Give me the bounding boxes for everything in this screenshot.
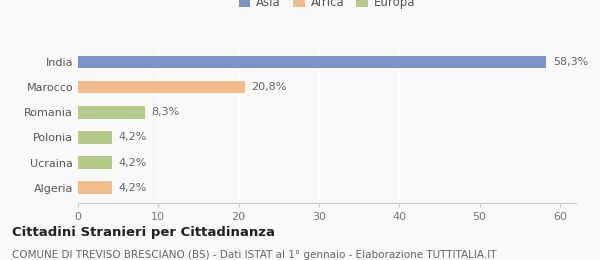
Text: 20,8%: 20,8%	[251, 82, 287, 92]
Legend: Asia, Africa, Europa: Asia, Africa, Europa	[236, 0, 418, 11]
Bar	[78, 131, 112, 144]
Text: 4,2%: 4,2%	[118, 132, 146, 142]
Text: 4,2%: 4,2%	[118, 158, 146, 167]
Text: Cittadini Stranieri per Cittadinanza: Cittadini Stranieri per Cittadinanza	[12, 226, 275, 239]
Bar	[78, 106, 145, 119]
Text: 58,3%: 58,3%	[553, 57, 588, 67]
Bar	[78, 56, 546, 68]
Text: 4,2%: 4,2%	[118, 183, 146, 193]
Text: 8,3%: 8,3%	[151, 107, 179, 117]
Text: COMUNE DI TREVISO BRESCIANO (BS) - Dati ISTAT al 1° gennaio - Elaborazione TUTTI: COMUNE DI TREVISO BRESCIANO (BS) - Dati …	[12, 250, 497, 259]
Bar	[78, 181, 112, 194]
Bar	[78, 81, 245, 93]
Bar	[78, 156, 112, 169]
